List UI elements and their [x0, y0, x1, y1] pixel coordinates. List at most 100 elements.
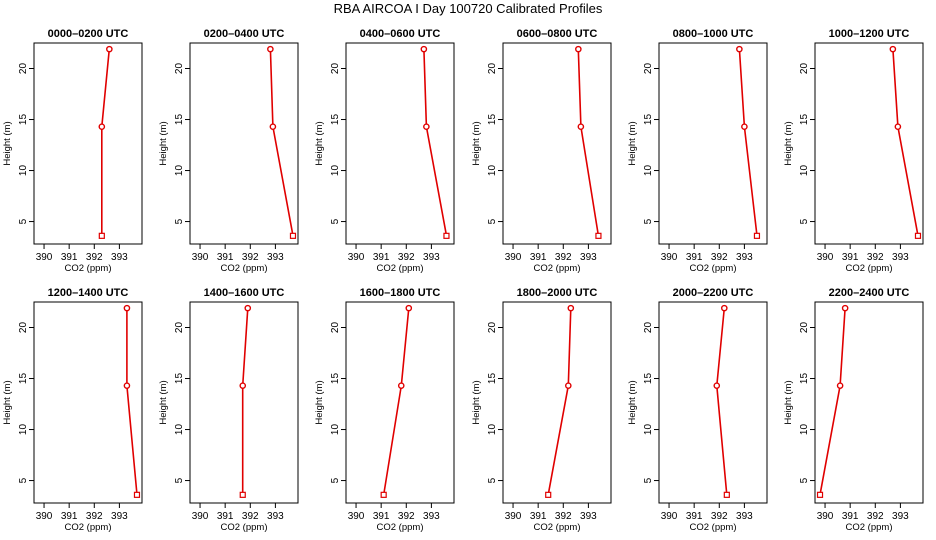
x-tick-label: 392 [86, 511, 103, 522]
y-axis-label: Height (m) [471, 121, 482, 165]
panel-12: 2200–2400 UTC 390 391 392 393 5 10 15 20 CO2 (ppm… [783, 287, 924, 533]
x-tick-label: 393 [267, 252, 284, 263]
x-axis-label: CO2 (ppm) [534, 263, 581, 274]
x-tick-label: 392 [555, 511, 572, 522]
y-axis-label: Height (m) [627, 380, 638, 424]
panel-4: 0600–0800 UTC 390 391 392 393 5 10 15 20 CO2 (ppm… [471, 28, 612, 274]
y-tick-label: 5 [174, 218, 185, 224]
panel-title: 2200–2400 UTC [829, 287, 910, 299]
data-point-14.3m [123, 382, 131, 389]
y-tick-label: 10 [330, 424, 341, 436]
data-point-14.3m [741, 123, 748, 130]
panel-title: 1200–1400 UTC [48, 287, 129, 299]
profile-line [382, 308, 410, 495]
profile-line [577, 49, 600, 236]
profile-line [738, 49, 758, 236]
y-tick-label: 20 [174, 322, 185, 334]
data-point-14.3m [577, 123, 585, 130]
panel-title: 1400–1600 UTC [204, 287, 285, 299]
x-tick-label: 393 [423, 252, 440, 263]
y-tick-label: 5 [487, 477, 498, 483]
x-tick-label: 393 [736, 252, 753, 263]
y-tick-label: 20 [643, 63, 654, 75]
x-tick-label: 393 [111, 252, 128, 263]
data-point-14.3m [894, 123, 902, 130]
data-point-3.6m [289, 232, 297, 239]
data-point-21.9m [420, 45, 428, 53]
y-axis-label: Height (m) [627, 121, 638, 165]
y-tick-label: 5 [643, 477, 654, 483]
y-axis-label: Height (m) [783, 380, 794, 424]
y-axis-label: Height (m) [158, 380, 169, 424]
y-tick-label: 10 [487, 165, 498, 177]
x-tick-label: 393 [736, 511, 753, 522]
x-tick-label: 392 [555, 252, 572, 263]
panel-5: 0800–1000 UTC 390 391 392 393 5 10 15 20 CO2 (ppm… [627, 28, 768, 274]
x-tick-label: 392 [398, 511, 415, 522]
panels-grid: 0000–0200 UTC 390 391 392 393 5 10 15 20 CO2 (ppm… [2, 28, 924, 533]
panel-title: 2000–2200 UTC [673, 287, 754, 299]
profile-line [269, 49, 294, 236]
x-tick-label: 391 [686, 252, 703, 263]
x-tick-label: 393 [892, 252, 909, 263]
data-point-21.9m [123, 304, 131, 312]
x-tick-label: 392 [867, 511, 884, 522]
x-tick-label: 392 [242, 511, 259, 522]
x-tick-label: 392 [242, 252, 259, 263]
x-tick-label: 390 [36, 252, 53, 263]
y-tick-label: 5 [18, 218, 29, 224]
y-tick-label: 10 [18, 165, 29, 177]
x-tick-label: 391 [530, 252, 547, 263]
y-tick-label: 10 [799, 424, 810, 436]
y-tick-label: 15 [18, 373, 29, 385]
y-tick-label: 5 [18, 477, 29, 483]
y-tick-label: 15 [799, 373, 810, 385]
panel-1: 0000–0200 UTC 390 391 392 393 5 10 15 20 CO2 (ppm… [2, 28, 143, 274]
y-tick-label: 20 [487, 322, 498, 334]
profile-line [892, 49, 919, 236]
panel-9: 1600–1800 UTC 390 391 392 393 5 10 15 20 CO2 (ppm… [314, 287, 455, 533]
x-axis-label: CO2 (ppm) [690, 522, 737, 533]
data-point-14.3m [397, 382, 405, 389]
x-tick-label: 391 [842, 252, 859, 263]
y-tick-label: 10 [174, 424, 185, 436]
panel-2: 0200–0400 UTC 390 391 392 393 5 10 15 20 CO2 (ppm… [158, 28, 299, 274]
x-tick-label: 390 [505, 252, 522, 263]
x-axis-label: CO2 (ppm) [221, 522, 268, 533]
y-tick-label: 10 [799, 165, 810, 177]
panel-6: 1000–1200 UTC 390 391 392 393 5 10 15 20 CO2 (ppm… [783, 28, 924, 274]
y-tick-label: 20 [487, 63, 498, 75]
x-tick-label: 393 [580, 252, 597, 263]
panel-10: 1800–2000 UTC 390 391 392 393 5 10 15 20 CO2 (ppm… [471, 287, 612, 533]
panel-title: 1600–1800 UTC [360, 287, 441, 299]
x-tick-label: 392 [867, 252, 884, 263]
data-point-21.9m [106, 45, 113, 53]
x-axis-label: CO2 (ppm) [846, 522, 893, 533]
plot-frame [189, 42, 299, 245]
data-point-3.6m [133, 491, 141, 498]
data-point-3.6m [98, 232, 105, 239]
x-tick-label: 390 [192, 252, 209, 263]
y-tick-label: 15 [643, 373, 654, 385]
x-tick-label: 392 [711, 511, 728, 522]
data-point-3.6m [239, 491, 246, 498]
plot-frame [814, 42, 924, 245]
data-point-3.6m [816, 491, 824, 498]
x-tick-label: 390 [348, 511, 365, 522]
data-point-21.9m [267, 45, 274, 53]
plot-frame [345, 301, 455, 504]
data-point-21.9m [244, 304, 252, 312]
profile-line [101, 49, 111, 236]
x-tick-label: 390 [36, 511, 53, 522]
x-tick-label: 390 [817, 511, 834, 522]
data-point-14.3m [713, 382, 721, 389]
y-tick-label: 10 [643, 424, 654, 436]
data-point-21.9m [575, 45, 582, 53]
x-tick-label: 391 [373, 511, 390, 522]
panel-title: 1000–1200 UTC [829, 28, 910, 40]
x-tick-label: 391 [61, 511, 78, 522]
y-tick-label: 15 [330, 114, 341, 126]
data-point-3.6m [723, 491, 730, 498]
panel-7: 1200–1400 UTC 390 391 392 393 5 10 15 20 CO2 (ppm… [2, 287, 143, 533]
x-tick-label: 393 [267, 511, 284, 522]
